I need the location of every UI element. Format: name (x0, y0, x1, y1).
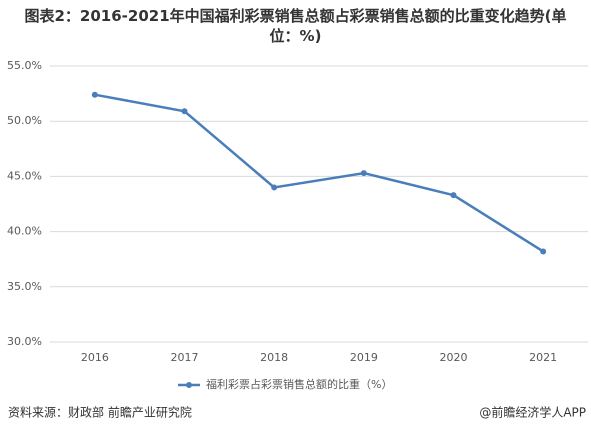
x-tick-label: 2020 (440, 351, 468, 364)
x-tick-label: 2018 (260, 351, 288, 364)
y-tick-label: 45.0% (7, 169, 42, 182)
x-tick-label: 2016 (81, 351, 109, 364)
point (91, 91, 98, 98)
x-tick-label: 2021 (529, 351, 557, 364)
y-tick-label: 55.0% (7, 59, 42, 72)
y-tick-label: 35.0% (7, 280, 42, 293)
source: 资料来源：财政部 前瞻产业研究院 (8, 405, 192, 420)
legend-marker (186, 382, 192, 388)
chart-title: 图表2：2016-2021年中国福利彩票销售总额占彩票销售总额的比重变化趋势(单… (24, 7, 567, 45)
point (450, 192, 457, 199)
y-tick-label: 40.0% (7, 225, 42, 238)
point (540, 248, 547, 255)
legend-label: 福利彩票占彩票销售总额的比重（%） (206, 377, 392, 391)
line (94, 93, 544, 253)
point (360, 170, 367, 177)
x-tick-label: 2019 (350, 351, 378, 364)
credit: @前瞻经济学人APP (479, 405, 586, 420)
point (181, 108, 188, 115)
y-tick-label: 30.0% (7, 335, 42, 348)
point (271, 184, 278, 191)
y-tick-label: 50.0% (7, 114, 42, 127)
x-tick-label: 2017 (171, 351, 199, 364)
